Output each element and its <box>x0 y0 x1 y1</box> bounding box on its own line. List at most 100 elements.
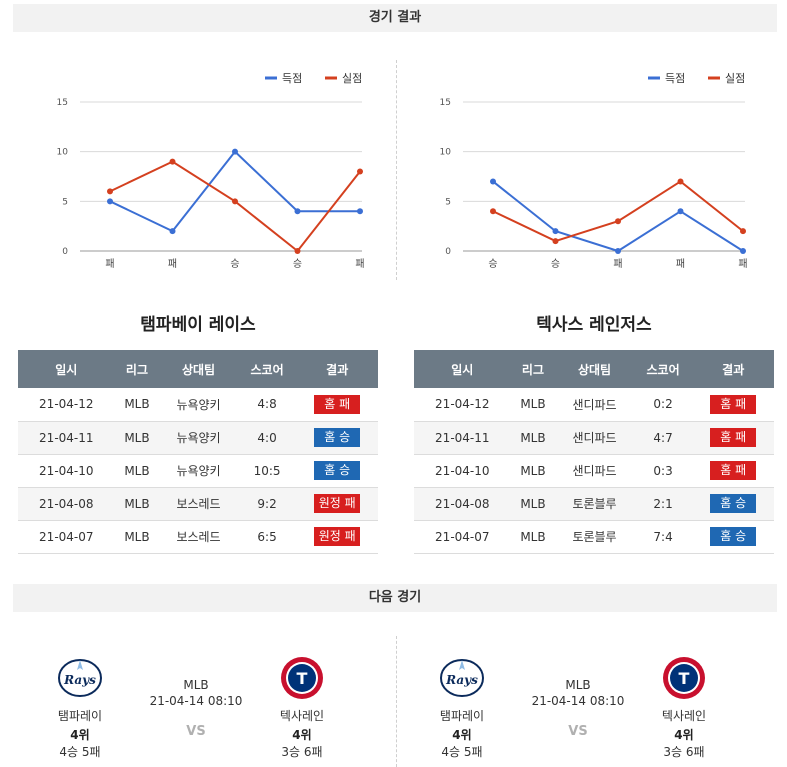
match-datetime: 21-04-14 08:10 <box>531 694 625 708</box>
cell-score: 0:3 <box>633 454 693 488</box>
cell-result: 홈 승 <box>296 421 378 455</box>
away-team-rank: 4위 <box>292 728 312 742</box>
table-row: 21-04-11 MLB 샌디파드 4:7 홈 패 <box>414 421 774 455</box>
data-point <box>740 248 746 254</box>
data-point <box>357 208 363 215</box>
chart-svg: 0 5 10 15 승 승 패 패 패 득점 실점 <box>440 72 748 270</box>
cell-opponent: 샌디파드 <box>555 388 634 422</box>
x-tick-label: 승 <box>293 258 302 270</box>
y-tick-label: 10 <box>57 148 69 158</box>
rays-logo-text: Rays <box>445 673 478 687</box>
cell-score: 10:5 <box>237 454 297 488</box>
y-tick-label: 15 <box>440 98 451 108</box>
data-point <box>294 208 301 215</box>
data-point <box>490 178 496 185</box>
away-team-rank: 4위 <box>674 728 694 742</box>
x-tick-label: 패 <box>105 258 114 270</box>
cell-opponent: 보스레드 <box>159 520 238 554</box>
cell-date: 21-04-11 <box>18 421 115 455</box>
legend-label: 실점 <box>342 72 362 85</box>
cell-date: 21-04-07 <box>414 520 511 554</box>
result-badge: 홈 승 <box>710 527 757 546</box>
cell-league: MLB <box>510 520 556 554</box>
home-team-record: 4승 5패 <box>59 745 101 759</box>
team2-results-table: 일시 리그 상대팀 스코어 결과 21-04-12 MLB 샌디파드 0:2 홈 패 21-04-… <box>414 350 774 554</box>
cell-date: 21-04-08 <box>414 487 511 521</box>
results-section-header: 경기 결과 <box>13 4 777 32</box>
cell-score: 4:0 <box>237 421 297 455</box>
x-tick-label: 승 <box>230 258 239 270</box>
legend-label: 득점 <box>282 72 302 85</box>
column-header: 상대팀 <box>555 350 634 388</box>
cell-opponent: 뉴욕양키 <box>159 454 238 488</box>
home-team: Rays 탬파레이 4위 4승 5패 <box>412 655 512 760</box>
x-tick-label: 승 <box>551 258 560 270</box>
chart-divider <box>396 60 397 280</box>
cell-date: 21-04-10 <box>18 454 115 488</box>
data-point <box>615 248 621 254</box>
cell-score: 7:4 <box>633 520 693 554</box>
data-point <box>740 228 746 235</box>
cell-date: 21-04-11 <box>414 421 511 455</box>
chart-svg: 0 5 10 15 패 패 승 승 패 득점 실점 <box>57 72 365 270</box>
y-tick-label: 15 <box>57 98 68 108</box>
column-header: 결과 <box>296 350 378 388</box>
home-team-name: 탬파레이 <box>57 709 103 723</box>
cell-score: 2:1 <box>633 487 693 521</box>
cell-league: MLB <box>510 454 556 488</box>
cell-score: 9:2 <box>237 487 297 521</box>
match-league: MLB <box>183 678 209 692</box>
cell-result: 홈 패 <box>692 454 774 488</box>
next-game-section-header: 다음 경기 <box>13 584 777 612</box>
cell-league: MLB <box>510 421 556 455</box>
x-tick-label: 패 <box>613 258 622 270</box>
data-point <box>615 218 621 225</box>
cell-score: 0:2 <box>633 388 693 422</box>
cell-date: 21-04-07 <box>18 520 115 554</box>
result-badge: 홈 패 <box>314 394 361 414</box>
home-team: Rays 탬파레이 4위 4승 5패 <box>30 655 130 760</box>
team1-title: 탬파베이 레이스 <box>140 315 256 335</box>
cell-opponent: 샌디파드 <box>555 421 634 455</box>
cell-league: MLB <box>114 388 160 422</box>
result-badge: 원정 패 <box>314 527 361 546</box>
column-header: 스코어 <box>633 350 693 388</box>
rangers-logo-icon: T <box>663 657 705 699</box>
data-point <box>677 208 684 215</box>
next-game-card: Rays 탬파레이 4위 4승 5패 MLB 21-04-14 08:10 VS… <box>412 640 772 765</box>
cell-result: 원정 패 <box>296 487 378 521</box>
next-game-card: Rays 탬파레이 4위 4승 5패 MLB 21-04-14 08:10 VS… <box>30 640 390 765</box>
cell-result: 홈 패 <box>692 421 774 455</box>
table-row: 21-04-08 MLB 보스레드 9:2 원정 패 <box>18 487 378 521</box>
column-header: 일시 <box>414 350 511 388</box>
match-info: MLB 21-04-14 08:10 <box>140 678 252 708</box>
cell-opponent: 뉴욕양키 <box>159 388 238 422</box>
vs-label: VS <box>186 724 206 739</box>
cell-league: MLB <box>114 487 160 521</box>
y-tick-label: 5 <box>445 197 451 207</box>
table-row: 21-04-07 MLB 보스레드 6:5 원정 패 <box>18 520 378 554</box>
data-point <box>169 158 176 165</box>
away-team: T 텍사레인 4위 3승 6패 <box>252 655 352 760</box>
cell-date: 21-04-12 <box>414 388 511 422</box>
rays-logo-text: Rays <box>63 673 96 687</box>
table-row: 21-04-11 MLB 뉴욕양키 4:0 홈 승 <box>18 421 378 455</box>
y-tick-label: 0 <box>62 247 68 257</box>
series-line-scored <box>492 180 744 253</box>
data-point <box>169 228 176 235</box>
rays-logo-icon: Rays <box>58 659 102 697</box>
cell-opponent: 보스레드 <box>159 487 238 521</box>
match-info: MLB 21-04-14 08:10 <box>522 678 634 708</box>
data-point <box>232 198 238 205</box>
away-team-record: 3승 6패 <box>281 745 323 759</box>
y-tick-label: 10 <box>440 148 452 158</box>
home-team-name: 탬파레이 <box>439 709 485 723</box>
rangers-logo-text: T <box>297 669 308 688</box>
result-badge: 홈 승 <box>710 494 757 513</box>
cell-date: 21-04-12 <box>18 388 115 422</box>
y-tick-label: 0 <box>445 247 451 257</box>
data-point <box>107 198 113 205</box>
data-point <box>357 168 363 175</box>
cell-result: 홈 승 <box>296 454 378 488</box>
match-datetime: 21-04-14 08:10 <box>149 694 243 708</box>
